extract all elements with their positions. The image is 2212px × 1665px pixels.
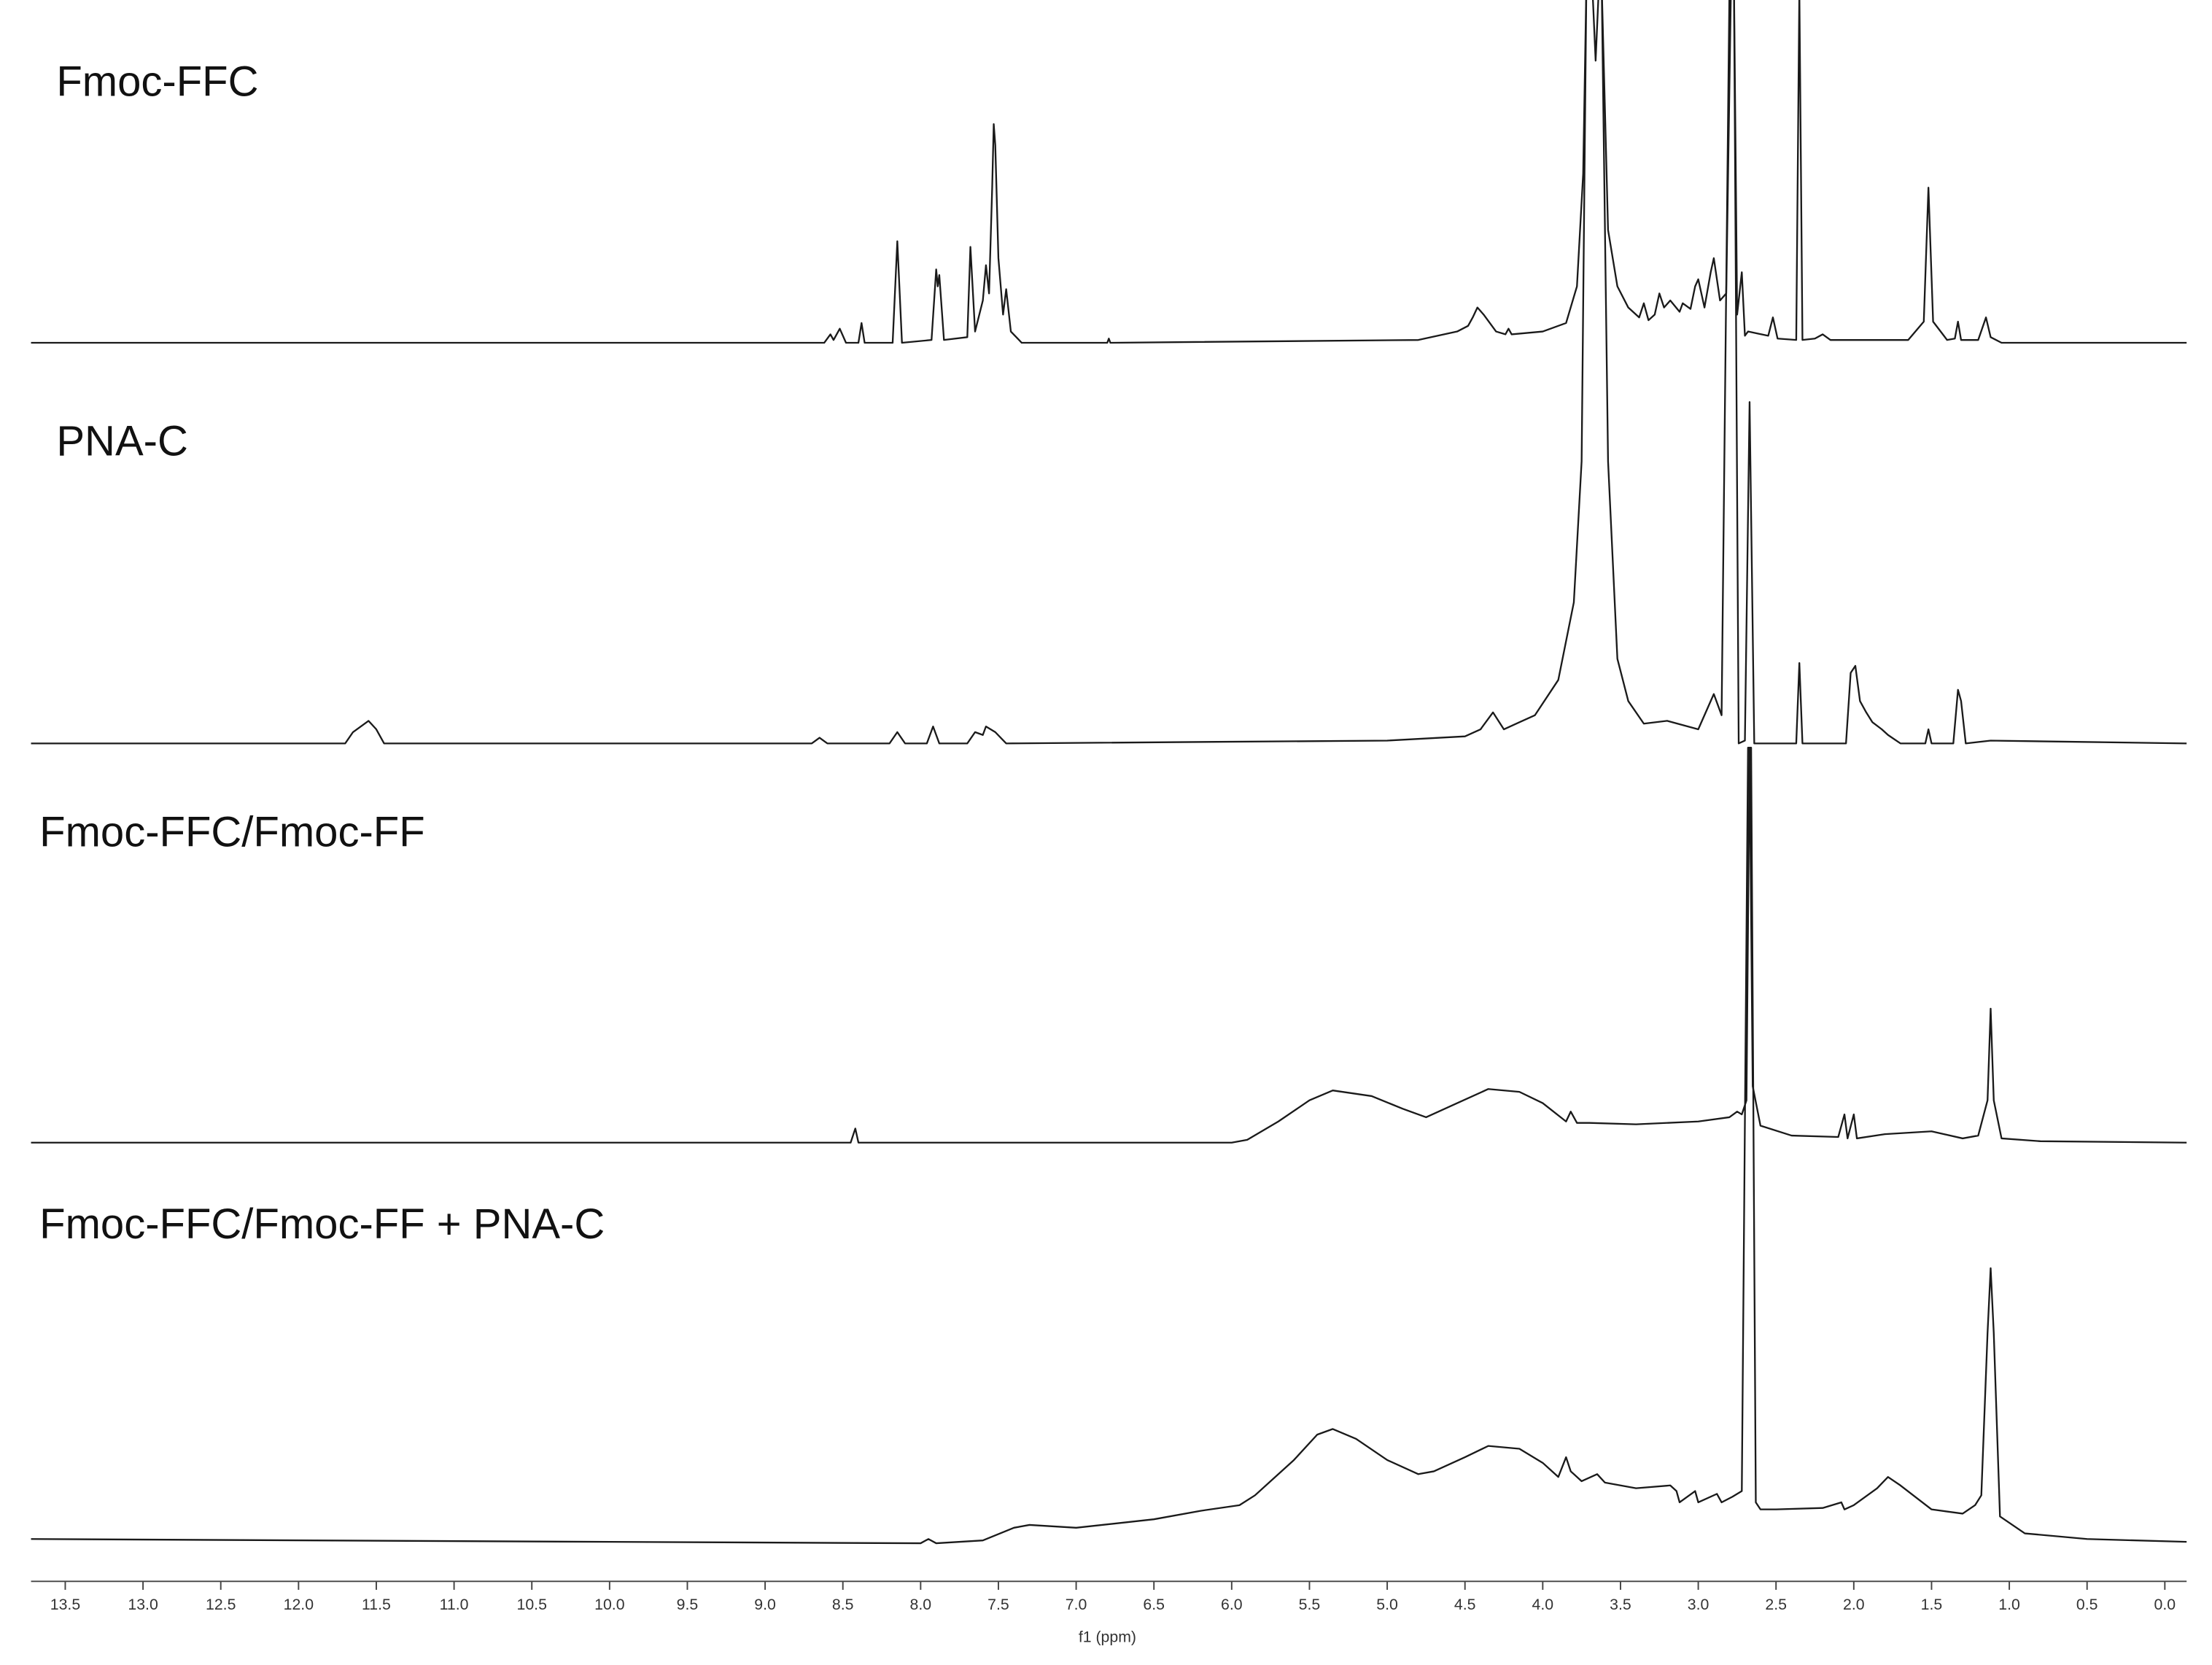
x-tick-label: 7.5 [987, 1596, 1009, 1613]
x-tick-label: 7.0 [1066, 1596, 1087, 1613]
x-tick-label: 10.0 [594, 1596, 624, 1613]
x-tick-label: 8.5 [832, 1596, 854, 1613]
x-tick-label: 0.0 [2154, 1596, 2176, 1613]
x-tick-label: 3.5 [1610, 1596, 1631, 1613]
x-tick-label: 11.5 [362, 1596, 391, 1613]
spectrum-trace [31, 0, 2187, 344]
spectrum-trace [31, 746, 2187, 1144]
x-tick-label: 5.5 [1299, 1596, 1321, 1613]
x-tick-label: 12.5 [206, 1596, 236, 1613]
x-tick-label: 13.0 [128, 1596, 158, 1613]
x-tick-label: 1.0 [1998, 1596, 2020, 1613]
x-axis-title: f1 (ppm) [1079, 1628, 1136, 1645]
x-tick-label: 4.0 [1532, 1596, 1554, 1613]
spectrum-trace [31, 0, 2187, 745]
x-tick-label: 4.5 [1454, 1596, 1476, 1613]
x-tick-label: 5.0 [1376, 1596, 1398, 1613]
x-tick-label: 6.5 [1143, 1596, 1165, 1613]
series-label: Fmoc-FFC/Fmoc-FF [39, 808, 425, 855]
spectrum-trace [31, 746, 2187, 1545]
series-label: Fmoc-FFC/Fmoc-FF + PNA-C [39, 1200, 605, 1248]
series-label: PNA-C [56, 418, 188, 465]
x-tick-label: 10.5 [517, 1596, 547, 1613]
series-label: Fmoc-FFC [56, 58, 258, 105]
x-tick-label: 12.0 [284, 1596, 314, 1613]
x-tick-label: 9.0 [754, 1596, 776, 1613]
x-tick-label: 11.0 [440, 1596, 469, 1613]
x-tick-label: 6.0 [1221, 1596, 1243, 1613]
x-tick-label: 2.0 [1843, 1596, 1865, 1613]
x-tick-label: 9.5 [677, 1596, 699, 1613]
x-tick-label: 1.5 [1921, 1596, 1943, 1613]
x-tick-label: 8.0 [910, 1596, 932, 1613]
x-tick-label: 2.5 [1765, 1596, 1787, 1613]
x-tick-label: 0.5 [2076, 1596, 2098, 1613]
x-tick-label: 13.5 [50, 1596, 80, 1613]
x-tick-label: 3.0 [1688, 1596, 1710, 1613]
